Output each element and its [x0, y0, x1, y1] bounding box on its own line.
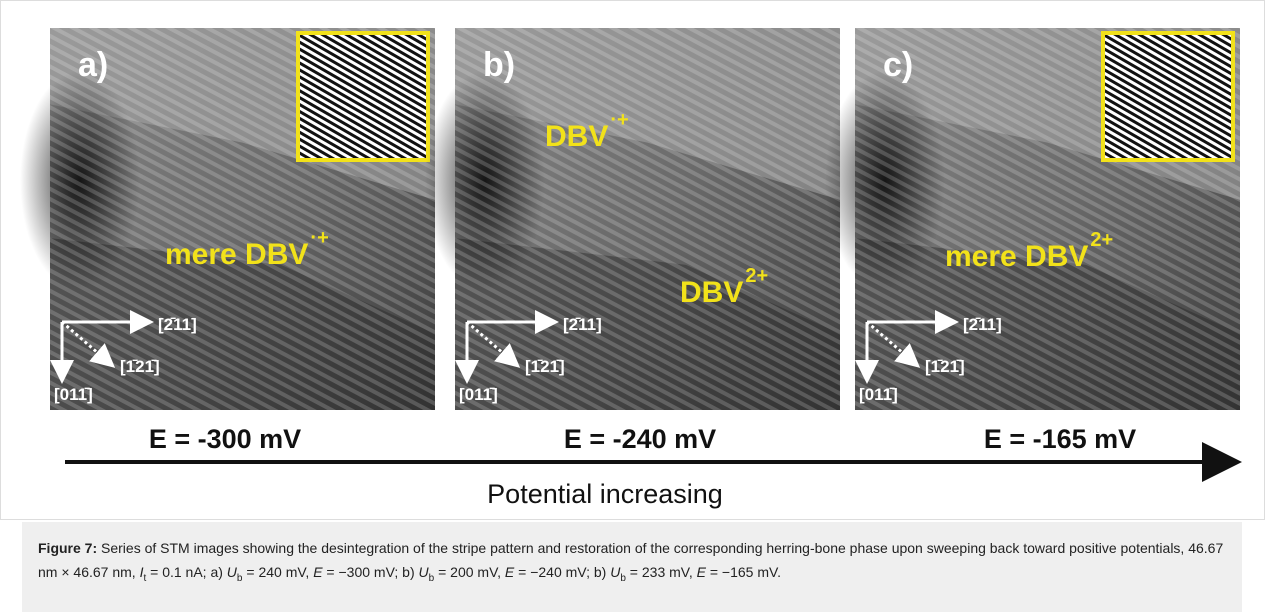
axis-label: Potential increasing — [487, 479, 723, 509]
caption-text: = −165 mV. — [706, 564, 781, 580]
caption-label: Figure 7: — [38, 540, 97, 556]
annotation: mere DBV — [165, 238, 308, 271]
annotation: DBV — [680, 276, 743, 309]
caption-text: U — [419, 564, 429, 580]
energy-label: E = -240 mV — [564, 424, 716, 454]
page: {"panels": [ {"label": "a)", "annotation… — [0, 0, 1265, 612]
caption-text: U — [227, 564, 237, 580]
inset — [1103, 33, 1233, 160]
caption-text: = 240 mV, — [242, 564, 313, 580]
caption-text: = 233 mV, — [626, 564, 697, 580]
energy-label: E = -300 mV — [149, 424, 301, 454]
caption-text: E — [505, 564, 514, 580]
caption-text: = 200 mV, — [434, 564, 505, 580]
caption-text: = −300 mV; b) — [323, 564, 419, 580]
panel-label: c) — [883, 46, 913, 84]
energy-label: E = -165 mV — [984, 424, 1136, 454]
panel-label: b) — [483, 46, 515, 84]
annotation-sup: ·+ — [310, 227, 328, 249]
panel-label: a) — [78, 46, 108, 84]
annotation: DBV — [545, 120, 608, 153]
caption-text: U — [610, 564, 620, 580]
direction-label: [011̄] — [859, 385, 898, 404]
direction-label: [1̄21̄] — [525, 357, 565, 376]
direction-label: [1̄21̄] — [925, 357, 965, 376]
direction-label: [2̄11] — [963, 315, 1002, 334]
direction-label: [011̄] — [459, 385, 498, 404]
direction-label: [011̄] — [54, 385, 93, 404]
caption-text: = −240 mV; b) — [514, 564, 610, 580]
direction-label: [1̄21̄] — [120, 357, 160, 376]
stm-panel: a) mere DBV·+ [2̄11] [1̄21̄] [011̄] — [20, 28, 435, 410]
annotation-sup: 2+ — [1090, 229, 1113, 251]
direction-label: [2̄11] — [158, 315, 197, 334]
direction-label: [2̄11] — [563, 315, 602, 334]
annotation-sup: ·+ — [610, 109, 628, 131]
stripe-texture — [455, 28, 840, 410]
caption-text: = 0.1 nA; a) — [146, 564, 227, 580]
annotation: mere DBV — [945, 240, 1088, 273]
caption: Figure 7: Series of STM images showing t… — [22, 522, 1242, 612]
figure: Potential increasing a)mere DBV·+[2̄11][… — [0, 0, 1265, 520]
caption-text: E — [697, 564, 706, 580]
inset — [298, 33, 428, 160]
caption-text: E — [313, 564, 322, 580]
annotation-sup: 2+ — [745, 265, 768, 287]
